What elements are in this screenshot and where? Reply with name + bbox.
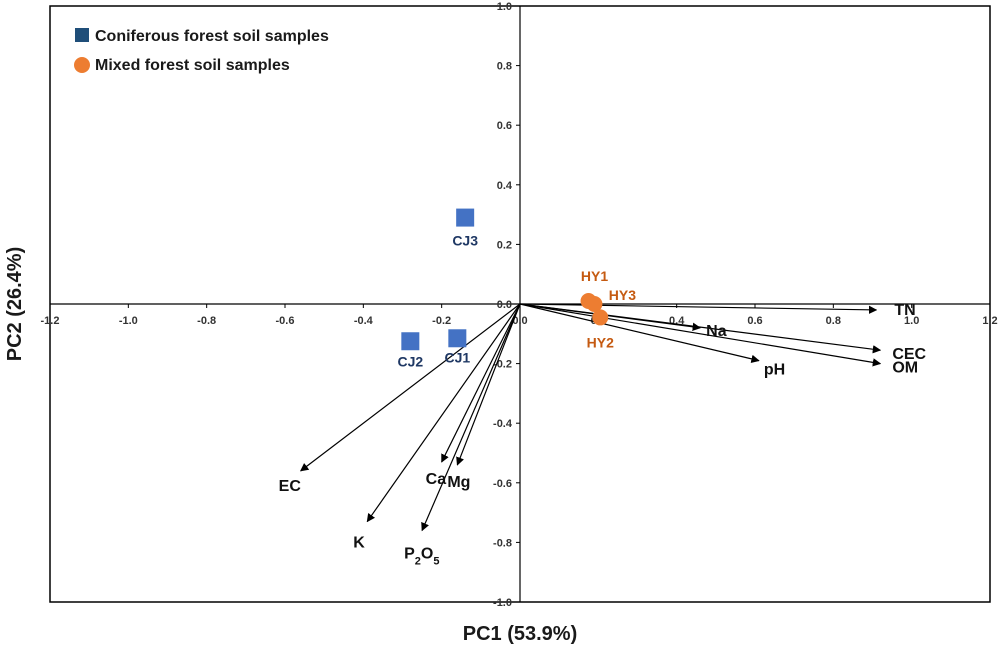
x-tick-label: 1.2 <box>982 315 997 327</box>
y-tick-label: -0.8 <box>493 537 512 549</box>
data-point-hy3 <box>586 296 603 312</box>
y-tick-label: 0.2 <box>497 239 512 251</box>
loading-vector-ec <box>299 303 521 472</box>
vector-label-ec: EC <box>279 478 302 495</box>
loading-vector-mg <box>456 303 521 466</box>
x-tick-label: -1.2 <box>41 315 60 327</box>
loading-vector-ca <box>441 303 521 463</box>
loading-vector-na <box>519 303 701 332</box>
y-tick-label: 1.0 <box>497 1 512 13</box>
data-point-hy2 <box>592 309 609 326</box>
vector-label-tn: TN <box>894 302 915 319</box>
vector-label-om: OM <box>892 360 918 377</box>
x-axis-title: PC1 (53.9%) <box>463 623 578 645</box>
x-tick-label: 0.0 <box>512 315 527 327</box>
point-label-cj2: CJ2 <box>397 353 423 369</box>
loading-vector-k <box>366 303 521 523</box>
vector-label-ph: pH <box>764 362 785 379</box>
data-point-cj2 <box>401 332 420 351</box>
loading-vector-ph <box>519 303 760 363</box>
legend-swatch-square <box>75 28 89 42</box>
vector-label-mg: Mg <box>447 474 470 491</box>
y-tick-label: 0.0 <box>497 299 512 311</box>
legend: Coniferous forest soil samples Mixed for… <box>74 28 329 74</box>
y-tick-label: 0.8 <box>497 61 512 73</box>
loading-vector-p <box>421 303 521 532</box>
vector-label-p: P2O5 <box>404 545 439 567</box>
x-tick-label: -0.8 <box>197 315 216 327</box>
data-point-cj3 <box>456 208 475 227</box>
vector-label-na: Na <box>706 323 727 340</box>
point-label-hy1: HY1 <box>581 268 608 284</box>
point-label-hy3: HY3 <box>609 287 636 303</box>
y-tick-label: -0.6 <box>493 478 512 490</box>
x-tick-label: -0.4 <box>354 315 374 327</box>
point-label-hy2: HY2 <box>587 334 614 350</box>
vector-label-k: K <box>353 535 365 552</box>
vector-label-cec: CEC <box>892 346 926 363</box>
legend-label-coniferous: Coniferous forest soil samples <box>95 28 329 45</box>
y-tick-label: -0.4 <box>493 418 513 430</box>
loading-vector-om <box>519 303 882 367</box>
y-axis-title: PC2 (26.4%) <box>4 247 26 362</box>
x-tick-label: -0.6 <box>276 315 295 327</box>
x-tick-label: -0.2 <box>432 315 451 327</box>
y-tick-label: 0.6 <box>497 120 512 132</box>
data-point-cj1 <box>448 329 467 348</box>
x-tick-label: 0.8 <box>826 315 841 327</box>
point-label-cj1: CJ1 <box>444 349 470 365</box>
loading-vector-tn <box>519 303 878 315</box>
y-tick-label: -1.0 <box>493 597 512 609</box>
legend-label-mixed: Mixed forest soil samples <box>95 57 290 74</box>
x-tick-label: 0.6 <box>747 315 762 327</box>
y-tick-label: 0.4 <box>497 180 513 192</box>
point-label-cj3: CJ3 <box>452 233 478 249</box>
vector-label-ca: Ca <box>426 471 447 488</box>
legend-swatch-circle <box>74 57 90 73</box>
x-tick-label: -1.0 <box>119 315 138 327</box>
x-tick-label: 1.0 <box>904 315 919 327</box>
